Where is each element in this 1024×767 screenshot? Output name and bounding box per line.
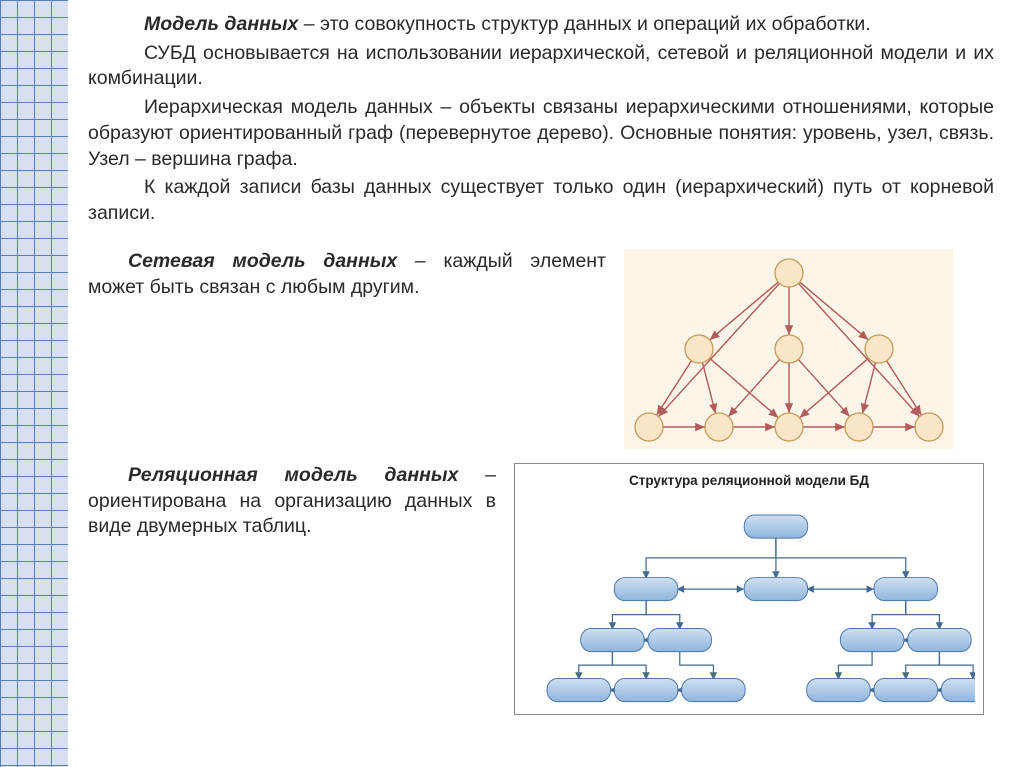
paragraph-5: Сетевая модель данных – каждый элемент м… xyxy=(88,249,606,300)
tree-diagram-box: Структура реляционной модели БД xyxy=(514,463,984,715)
tree-title: Структура реляционной модели БД xyxy=(523,472,975,490)
network-diagram xyxy=(624,249,954,449)
paragraph-6: Реляционная модель данных – ориентирован… xyxy=(88,463,496,540)
row-tree: Реляционная модель данных – ориентирован… xyxy=(88,463,994,715)
relational-text: Реляционная модель данных – ориентирован… xyxy=(88,463,496,543)
paragraph-1: Модель данных – это совокупность структу… xyxy=(88,12,994,38)
paragraph-3: Иерархическая модель данных – объекты св… xyxy=(88,95,994,172)
grid-sidebar xyxy=(0,0,68,767)
term-2: Сетевая модель данных xyxy=(128,250,397,272)
row-network: Сетевая модель данных – каждый элемент м… xyxy=(88,249,994,449)
text-1: – это совокупность структур данных и опе… xyxy=(298,13,870,35)
paragraph-4: К каждой записи базы данных существует т… xyxy=(88,175,994,226)
term-3: Реляционная модель данных xyxy=(128,464,458,486)
network-text: Сетевая модель данных – каждый элемент м… xyxy=(88,249,606,303)
document-content: Модель данных – это совокупность структу… xyxy=(68,0,1024,767)
paragraph-2: СУБД основывается на использовании иерар… xyxy=(88,41,994,92)
tree-diagram xyxy=(523,504,975,704)
term-1: Модель данных xyxy=(144,13,298,35)
